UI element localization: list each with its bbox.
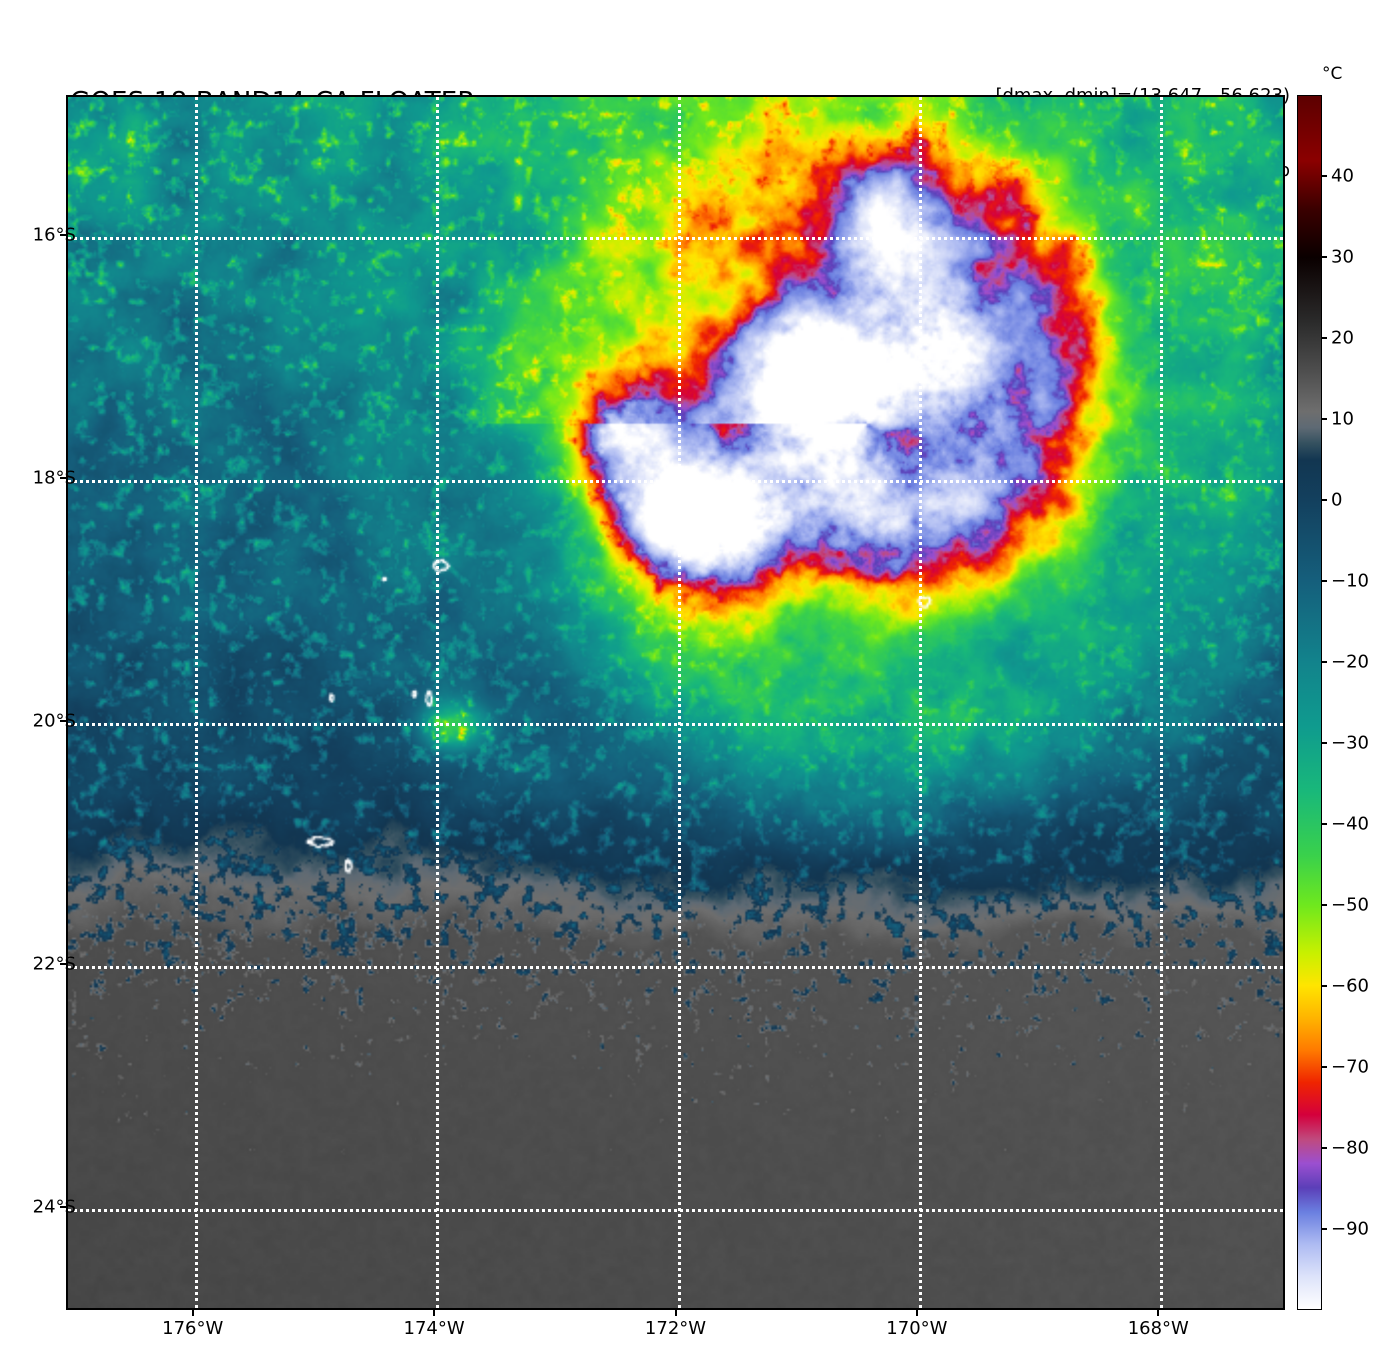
colorbar-tick-label: −50 xyxy=(1331,894,1369,916)
y-axis-tick-label: 20°S xyxy=(32,710,76,732)
colorbar-tick-label: −10 xyxy=(1331,570,1369,592)
y-axis-tick-label: 24°S xyxy=(32,1196,76,1218)
colorbar-tick-mark xyxy=(1322,499,1327,501)
colorbar-tick-mark xyxy=(1322,1147,1327,1149)
x-axis-tick-mark xyxy=(1157,1310,1160,1316)
colorbar-tick-label: 0 xyxy=(1331,489,1343,511)
colorbar-tick-label: 30 xyxy=(1331,246,1354,268)
x-axis-tick-mark xyxy=(674,1310,677,1316)
colorbar-tick-mark xyxy=(1322,904,1327,906)
y-axis-tick-mark xyxy=(60,719,66,722)
x-axis-tick-label: 176°W xyxy=(162,1318,224,1339)
colorbar-tick-mark xyxy=(1322,985,1327,987)
colorbar-tick-mark xyxy=(1322,256,1327,258)
y-axis-tick-mark xyxy=(60,962,66,965)
colorbar-tick-mark xyxy=(1322,1066,1327,1068)
colorbar-tick-label: −60 xyxy=(1331,975,1369,997)
colorbar-tick-label: 20 xyxy=(1331,327,1354,349)
colorbar-tick-mark xyxy=(1322,823,1327,825)
x-axis-tick-mark xyxy=(915,1310,918,1316)
colorbar-tick-mark xyxy=(1322,742,1327,744)
colorbar-tick-label: −20 xyxy=(1331,651,1369,673)
colorbar-tick-mark xyxy=(1322,418,1327,420)
colorbar-tick-mark xyxy=(1322,661,1327,663)
temperature-colorbar[interactable]: 40 30 20 10 0 −10 −20 −30 −40 −50 −60 −70 −80 −90 xyxy=(1297,95,1369,1310)
colorbar-tick-mark xyxy=(1322,175,1327,177)
colorbar-tick-mark xyxy=(1322,1228,1327,1230)
colorbar-tick-label: 40 xyxy=(1331,165,1354,187)
x-axis-tick-label: 168°W xyxy=(1127,1318,1189,1339)
y-axis-tick-mark xyxy=(60,1205,66,1208)
colorbar-tick-label: −90 xyxy=(1331,1218,1369,1240)
x-axis-tick-mark xyxy=(191,1310,194,1316)
y-axis-tick-mark xyxy=(60,233,66,236)
colorbar-tick-label: −30 xyxy=(1331,732,1369,754)
satellite-image-plot[interactable]: Copyright © 2020-2026 Dapiya xyxy=(66,95,1285,1310)
y-axis-tick-label: 16°S xyxy=(32,224,76,246)
satellite-imagery-canvas xyxy=(68,97,1283,1308)
y-axis-tick-mark xyxy=(60,476,66,479)
x-axis-tick-label: 170°W xyxy=(886,1318,948,1339)
x-axis-tick-label: 174°W xyxy=(403,1318,465,1339)
colorbar-tick-label: −40 xyxy=(1331,813,1369,835)
x-axis-tick-mark xyxy=(433,1310,436,1316)
colorbar-unit-label: °C xyxy=(1322,64,1343,84)
colorbar-gradient xyxy=(1297,95,1322,1310)
x-axis-tick-label: 172°W xyxy=(644,1318,707,1339)
colorbar-tick-mark xyxy=(1322,580,1327,582)
colorbar-tick-label: −70 xyxy=(1331,1056,1369,1078)
colorbar-tick-label: −80 xyxy=(1331,1137,1369,1159)
colorbar-tick-label: 10 xyxy=(1331,408,1354,430)
y-axis-tick-label: 18°S xyxy=(32,467,76,489)
y-axis-tick-label: 22°S xyxy=(32,953,76,975)
colorbar-tick-mark xyxy=(1322,337,1327,339)
